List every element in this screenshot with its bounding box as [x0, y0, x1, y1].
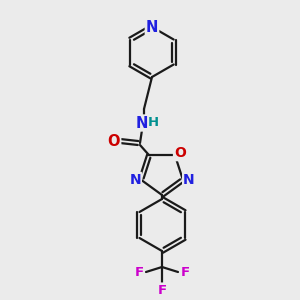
Text: N: N [146, 20, 158, 34]
Text: O: O [174, 146, 186, 160]
Text: N: N [183, 173, 195, 187]
Text: F: F [180, 266, 190, 280]
Text: F: F [134, 266, 144, 280]
Text: O: O [108, 134, 120, 148]
Text: N: N [129, 173, 141, 187]
Text: H: H [147, 116, 159, 130]
Text: N: N [136, 116, 148, 130]
Text: F: F [158, 284, 166, 296]
